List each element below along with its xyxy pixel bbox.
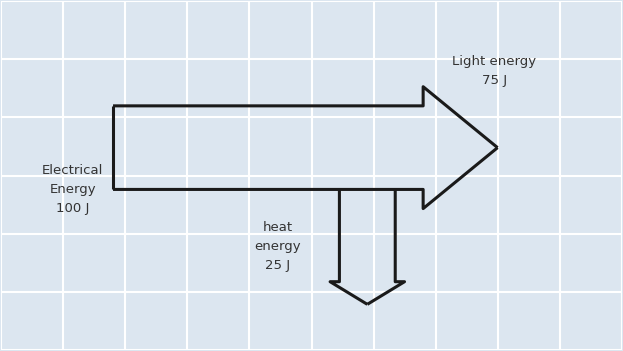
Text: Light energy
75 J: Light energy 75 J: [452, 55, 536, 87]
Text: heat
energy
25 J: heat energy 25 J: [254, 221, 301, 272]
Text: Electrical
Energy
100 J: Electrical Energy 100 J: [42, 164, 103, 215]
